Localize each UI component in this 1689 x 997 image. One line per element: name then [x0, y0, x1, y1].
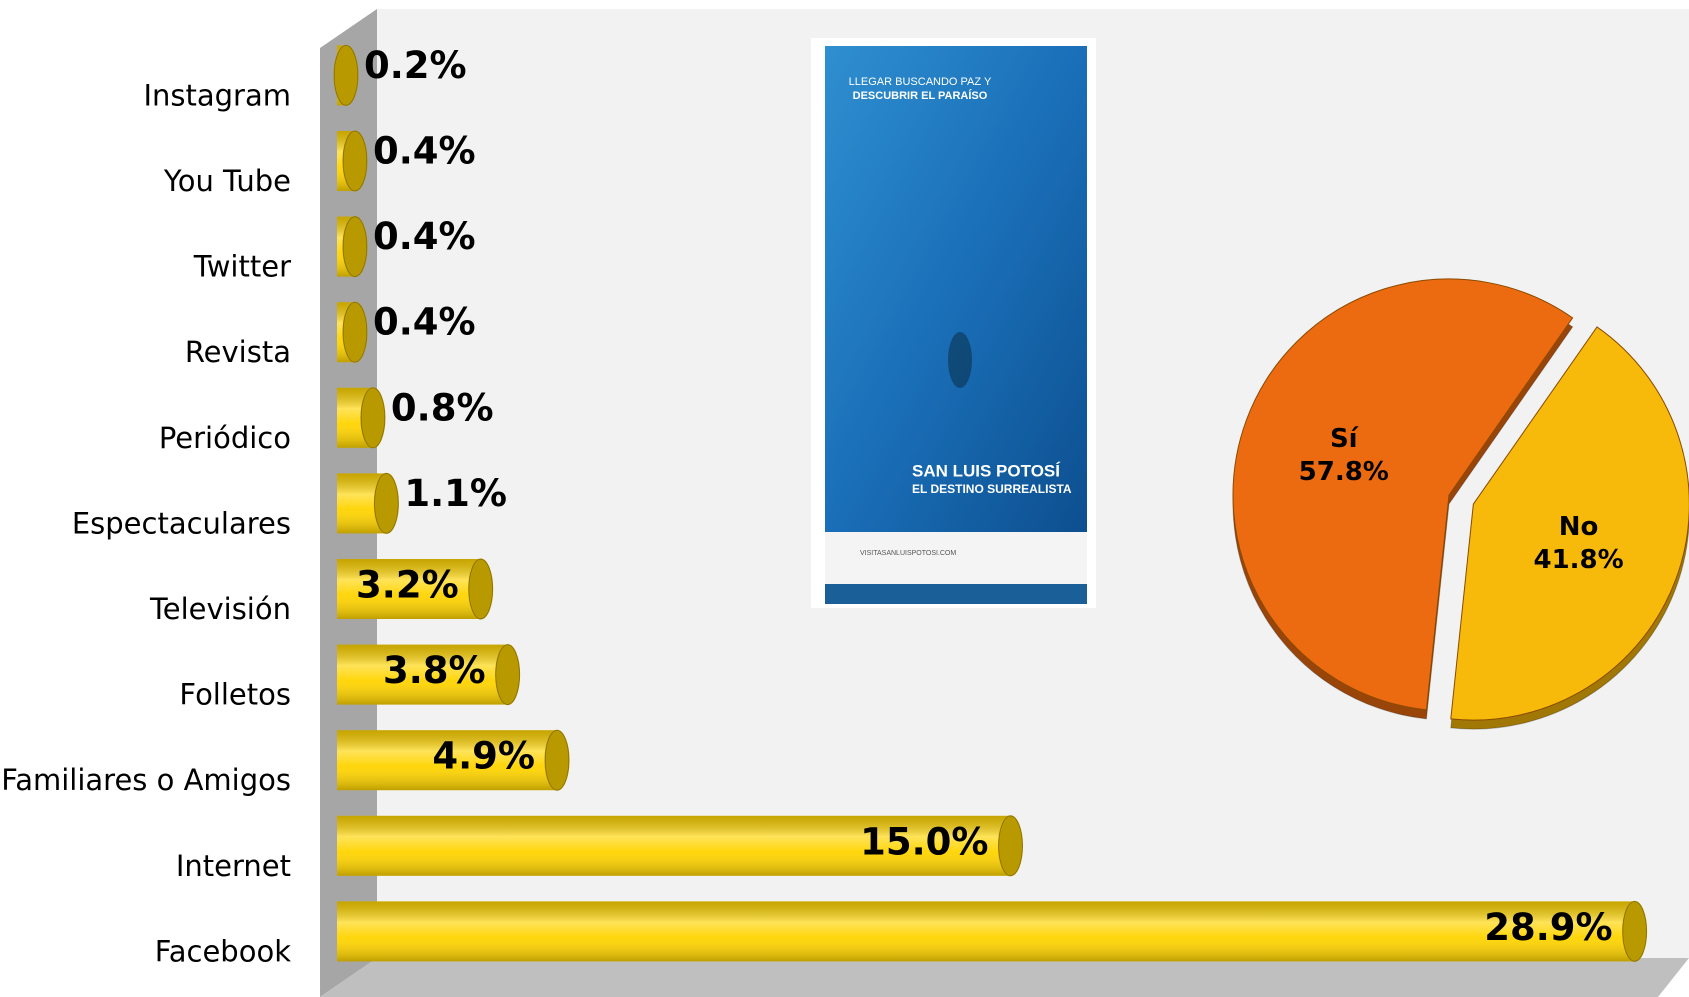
- pie-category-label: No: [1559, 512, 1599, 542]
- value-label: 3.2%: [356, 564, 459, 607]
- bar-group: [337, 302, 367, 362]
- bar-cap-shade: [343, 302, 367, 362]
- bar-group: [337, 217, 367, 277]
- category-label: Revista: [185, 335, 291, 369]
- value-label: 1.1%: [404, 472, 507, 515]
- floor: [320, 958, 1689, 997]
- bar-group: [337, 473, 398, 533]
- pie-value-label: 57.8%: [1299, 457, 1389, 487]
- bar-group: [337, 388, 385, 448]
- category-label: Periódico: [159, 421, 291, 455]
- bar-cap-shade: [343, 217, 367, 277]
- image-photo: [825, 46, 1087, 532]
- bar-cap-shade: [374, 473, 398, 533]
- bar-cap-shade: [999, 816, 1023, 876]
- category-label: Internet: [176, 849, 291, 883]
- image-tagline: EL DESTINO SURREALISTA: [912, 482, 1072, 496]
- value-label: 28.9%: [1484, 906, 1612, 949]
- category-label: Espectaculares: [72, 506, 291, 540]
- diver: [948, 332, 972, 388]
- category-label: Folletos: [179, 678, 291, 712]
- bar-cap-shade: [545, 730, 569, 790]
- bar-group: [337, 131, 367, 191]
- chart: LLEGAR BUSCANDO PAZ Y DESCUBRIR EL PARAÍ…: [0, 0, 1689, 997]
- category-label: Televisión: [149, 592, 291, 626]
- category-label: Instagram: [143, 78, 291, 112]
- category-label: You Tube: [163, 164, 291, 198]
- image-footer: [825, 532, 1087, 584]
- bar-group: [337, 901, 1647, 961]
- value-label: 0.2%: [364, 44, 467, 87]
- value-label: 0.4%: [373, 130, 476, 173]
- value-label: 15.0%: [860, 820, 988, 863]
- category-label: Familiares o Amigos: [1, 763, 291, 797]
- image-headline: LLEGAR BUSCANDO PAZ Y: [849, 76, 992, 88]
- bar-cap-shade: [496, 645, 520, 705]
- image-url: VISITASANLUISPOTOSI.COM: [860, 550, 956, 557]
- image-brand: SAN LUIS POTOSÍ: [912, 461, 1061, 480]
- value-label: 0.4%: [373, 301, 476, 344]
- brochure-image: LLEGAR BUSCANDO PAZ Y DESCUBRIR EL PARAÍ…: [811, 38, 1096, 608]
- value-label: 0.8%: [391, 386, 494, 429]
- pie-value-label: 41.8%: [1533, 545, 1623, 575]
- bar-cap-shade: [334, 45, 358, 105]
- category-label: Facebook: [155, 934, 291, 968]
- bar-cap-shade: [343, 131, 367, 191]
- image-strip: [825, 584, 1087, 604]
- category-label: Twitter: [193, 250, 291, 284]
- value-label: 4.9%: [432, 735, 535, 778]
- bar-cap-shade: [469, 559, 493, 619]
- image-headline: DESCUBRIR EL PARAÍSO: [853, 89, 988, 102]
- bar-cap-shade: [1623, 901, 1647, 961]
- value-label: 3.8%: [383, 649, 486, 692]
- bar-shade: [337, 901, 1635, 961]
- bar-cap-shade: [361, 388, 385, 448]
- bar-group: [334, 45, 358, 105]
- value-label: 0.4%: [373, 215, 476, 258]
- pie-category-label: Sí: [1330, 424, 1360, 454]
